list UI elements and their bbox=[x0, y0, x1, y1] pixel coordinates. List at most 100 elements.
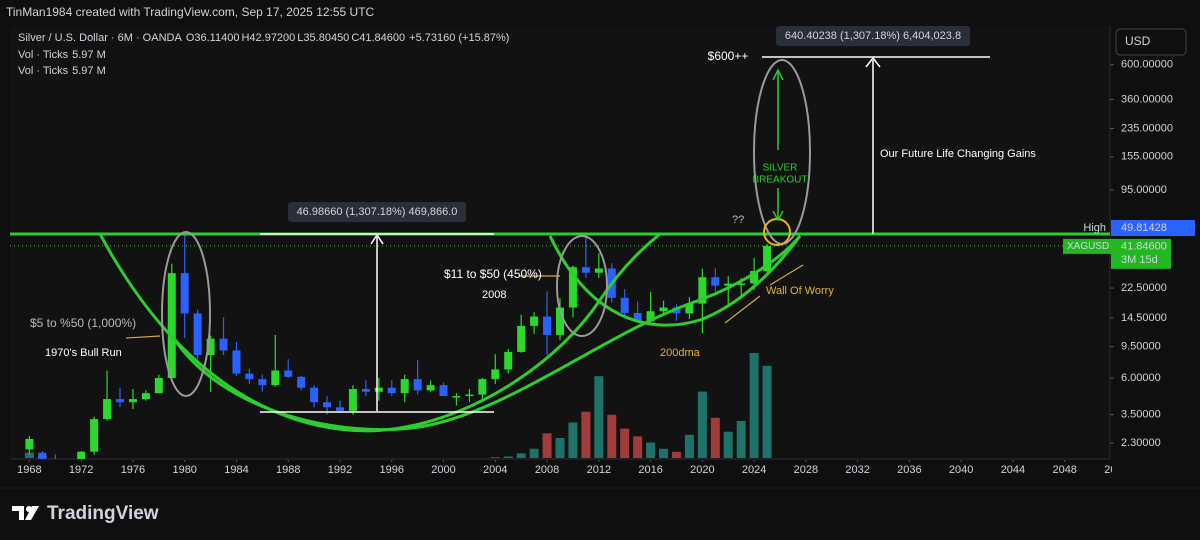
arrow-head bbox=[865, 56, 881, 68]
high-price-box bbox=[1111, 220, 1195, 237]
candle-body bbox=[517, 325, 526, 352]
candle-body bbox=[491, 369, 500, 380]
arrow-head bbox=[772, 68, 784, 81]
candle-body bbox=[452, 396, 461, 398]
y-tick-label: 22.50000 bbox=[1121, 282, 1167, 294]
candle-body bbox=[116, 399, 124, 403]
candle-body bbox=[439, 385, 448, 397]
candle-body bbox=[219, 338, 228, 351]
x-tick-label: 2052 bbox=[1104, 464, 1128, 476]
x-tick-label: 2000 bbox=[431, 464, 455, 476]
candle-body bbox=[698, 277, 707, 304]
candle-body bbox=[103, 399, 112, 420]
arrow-head bbox=[772, 210, 784, 222]
arrow-head bbox=[370, 233, 384, 245]
volume-legend-name: Vol · Ticks bbox=[18, 65, 69, 77]
candle-body bbox=[180, 273, 189, 314]
high-price-label: 49.81428 bbox=[1121, 222, 1167, 234]
x-tick-label: 1976 bbox=[121, 464, 145, 476]
volume-bar bbox=[516, 453, 526, 458]
x-tick-label: 2044 bbox=[1001, 464, 1025, 476]
candle-body bbox=[620, 297, 629, 313]
currency[interactable]: USD bbox=[1125, 34, 1151, 48]
candle-body bbox=[426, 385, 435, 391]
candle-body bbox=[128, 399, 137, 403]
annotation: SILVER bbox=[763, 163, 798, 174]
candle-body bbox=[25, 438, 34, 450]
x-tick-label: 2008 bbox=[535, 464, 559, 476]
arrow bbox=[125, 335, 161, 339]
x-tick-label: 2036 bbox=[897, 464, 921, 476]
footer-brand: TradingView bbox=[47, 503, 159, 524]
candle-body bbox=[310, 387, 319, 403]
legend-change: +5.73160 (+15.87%) bbox=[409, 32, 509, 44]
y-tick-label: 155.00000 bbox=[1121, 151, 1173, 163]
x-tick-label: 2028 bbox=[794, 464, 818, 476]
candle-body bbox=[387, 387, 396, 394]
x-tick-label: 2020 bbox=[690, 464, 714, 476]
chart-title: Silver / U.S. Dollar · 6M · OANDA bbox=[18, 32, 182, 44]
candle-body bbox=[193, 313, 202, 356]
annotation: 200dma bbox=[660, 347, 701, 359]
volume-bar bbox=[24, 452, 34, 458]
candle-body bbox=[594, 268, 603, 273]
candle-body bbox=[672, 307, 681, 314]
volume-bar bbox=[659, 448, 669, 458]
candle-body bbox=[361, 389, 370, 392]
candle-body bbox=[530, 316, 539, 326]
x-tick-label: 2032 bbox=[845, 464, 869, 476]
annotation: 1970's Bull Run bbox=[45, 347, 122, 359]
drawings bbox=[98, 56, 990, 433]
annotation: ?? bbox=[732, 214, 744, 226]
x-tick-label: 2048 bbox=[1052, 464, 1076, 476]
currency-button[interactable] bbox=[1115, 28, 1187, 56]
candle-body bbox=[711, 277, 720, 286]
cup-curve bbox=[98, 232, 661, 433]
volume-legend-name: Vol · Ticks bbox=[18, 49, 69, 61]
candle-body bbox=[478, 379, 487, 395]
candle-body bbox=[284, 370, 293, 377]
candle-body bbox=[685, 303, 694, 314]
volume-bar bbox=[723, 431, 733, 458]
y-tick-label: 235.00000 bbox=[1121, 122, 1173, 134]
measure-box bbox=[288, 202, 466, 222]
measure-box bbox=[776, 26, 970, 46]
symbol-label: XAGUSD bbox=[1067, 241, 1109, 252]
logo-mark bbox=[25, 506, 39, 520]
measure-label: 640.40238 (1,307.18%) 6,404,023.8 bbox=[785, 30, 961, 42]
y-tick-label: 14.50000 bbox=[1121, 312, 1167, 324]
candle-body bbox=[154, 377, 163, 394]
annotation: $11 to $50 (450%) bbox=[444, 267, 542, 281]
volume-bar bbox=[762, 365, 772, 458]
candle-body bbox=[374, 387, 383, 392]
candle-body bbox=[141, 393, 150, 400]
arrow bbox=[769, 264, 804, 286]
candle-body bbox=[297, 376, 306, 388]
volume-bar bbox=[568, 422, 578, 458]
y-tick-label: 600.00000 bbox=[1121, 59, 1173, 71]
volume-bar bbox=[620, 428, 630, 458]
x-axis: 1968 1972 1976 1980 1984 1988 1992 1996 2000 2004… bbox=[17, 460, 1128, 476]
candle-body bbox=[737, 283, 746, 285]
candle-body bbox=[659, 307, 668, 312]
volume-bar bbox=[646, 442, 656, 458]
candle-body bbox=[206, 338, 215, 356]
candle-body bbox=[581, 267, 590, 273]
volume-bar bbox=[490, 457, 500, 458]
candle-body bbox=[633, 312, 642, 322]
highlight-ellipse bbox=[556, 235, 608, 337]
x-tick-label: 2016 bbox=[638, 464, 662, 476]
x-tick-label: 2024 bbox=[742, 464, 766, 476]
candle-body bbox=[543, 316, 552, 335]
candle-body bbox=[413, 379, 422, 391]
highlight-ellipse bbox=[161, 231, 211, 397]
x-tick-label: 1988 bbox=[276, 464, 300, 476]
candle-body bbox=[556, 307, 564, 335]
volume-bar bbox=[710, 417, 720, 458]
logo-mark bbox=[12, 506, 24, 520]
y-tick-label: 2.30000 bbox=[1121, 437, 1161, 449]
volume-bar bbox=[594, 376, 604, 458]
countdown-label: 3M 15d bbox=[1121, 254, 1158, 266]
candle-body bbox=[348, 389, 357, 411]
annotation: BREAKOUT bbox=[752, 175, 807, 186]
